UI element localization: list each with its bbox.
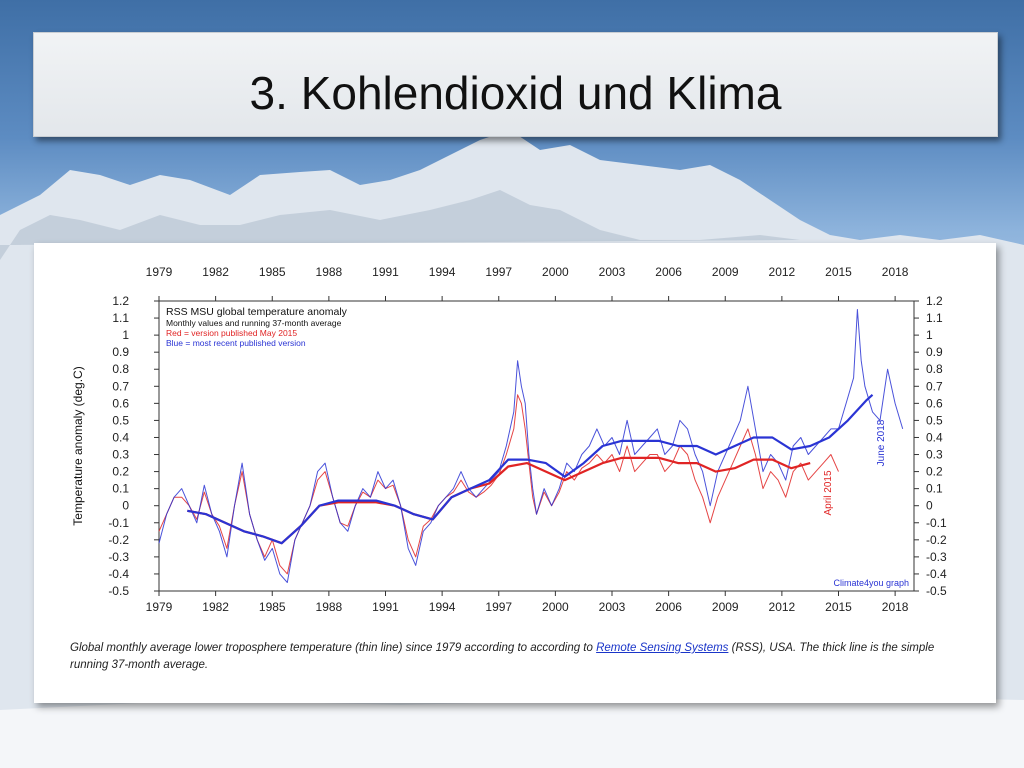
y-tick-label-left: 0.9 bbox=[112, 345, 129, 359]
chart-title: RSS MSU global temperature anomaly bbox=[166, 306, 348, 318]
legend-line-red: Red = version published May 2015 bbox=[166, 328, 297, 338]
x-tick-label-top: 2009 bbox=[712, 265, 739, 279]
y-tick-label-right: 0.8 bbox=[926, 362, 943, 376]
y-tick-label-right: 1.1 bbox=[926, 311, 943, 325]
y-tick-label-right: 0.5 bbox=[926, 413, 943, 427]
y-tick-label-left: 0 bbox=[122, 499, 129, 513]
y-tick-label-right: -0.3 bbox=[926, 550, 947, 564]
y-tick-label-left: -0.5 bbox=[108, 584, 129, 598]
y-tick-label-left: -0.2 bbox=[108, 533, 129, 547]
x-tick-label-top: 1988 bbox=[316, 265, 343, 279]
x-tick-label-top: 2003 bbox=[599, 265, 626, 279]
y-tick-label-left: 0.4 bbox=[112, 430, 129, 444]
x-tick-label-bottom: 1982 bbox=[202, 600, 229, 614]
y-tick-label-left: 1.2 bbox=[112, 294, 129, 308]
y-tick-label-left: 0.3 bbox=[112, 448, 129, 462]
y-tick-label-left: 0.1 bbox=[112, 482, 129, 496]
plot-frame bbox=[158, 300, 915, 592]
y-tick-label-left: -0.1 bbox=[108, 516, 129, 530]
series-monthly-line bbox=[158, 394, 839, 575]
chart-caption: Global monthly average lower troposphere… bbox=[70, 640, 970, 674]
y-tick-label-right: -0.4 bbox=[926, 567, 947, 581]
y-tick-label-right: 0.7 bbox=[926, 379, 943, 393]
caption-text-start: Global monthly average lower troposphere… bbox=[70, 642, 597, 654]
y-tick-label-right: 1.2 bbox=[926, 294, 943, 308]
mountain-shadow bbox=[0, 190, 800, 260]
x-tick-label-bottom: 2015 bbox=[825, 600, 852, 614]
x-tick-label-bottom: 1991 bbox=[372, 600, 399, 614]
y-tick-label-right: 1 bbox=[926, 328, 933, 342]
x-tick-label-top: 1997 bbox=[485, 265, 512, 279]
y-tick-label-right: 0.9 bbox=[926, 345, 943, 359]
y-tick-label-left: 0.2 bbox=[112, 465, 129, 479]
x-tick-label-top: 1982 bbox=[202, 265, 229, 279]
y-tick-label-right: -0.5 bbox=[926, 584, 947, 598]
chart-credit: Climate4you graph bbox=[833, 578, 909, 588]
y-tick-label-right: 0.1 bbox=[926, 482, 943, 496]
x-tick-label-top: 2000 bbox=[542, 265, 569, 279]
annotation-blue-version: June 2018 bbox=[876, 419, 887, 466]
foreground-snow bbox=[0, 695, 1024, 768]
x-tick-label-top: 2015 bbox=[825, 265, 852, 279]
series-monthly-line bbox=[158, 309, 904, 583]
caption-text-end: (RSS), USA. The thick line is the simple… bbox=[70, 642, 935, 671]
chart-card: 1979 1979 1982 1982 1985 1985 1988 1988 1991 1991… bbox=[34, 243, 996, 703]
x-tick-label-bottom: 1997 bbox=[485, 600, 512, 614]
rss-link[interactable]: Remote Sensing Systems bbox=[596, 642, 729, 654]
y-tick-label-right: 0.3 bbox=[926, 448, 943, 462]
title-box: 3. Kohlendioxid und Klima bbox=[33, 32, 998, 137]
y-tick-label-right: 0 bbox=[926, 499, 933, 513]
y-tick-label-right: 0.4 bbox=[926, 430, 943, 444]
y-tick-label-left: 0.5 bbox=[112, 413, 129, 427]
x-tick-label-bottom: 2006 bbox=[655, 600, 682, 614]
x-tick-label-bottom: 1988 bbox=[316, 600, 343, 614]
x-tick-label-bottom: 2003 bbox=[599, 600, 626, 614]
legend-line-1: Monthly values and running 37-month aver… bbox=[166, 318, 342, 328]
x-tick-label-top: 2018 bbox=[882, 265, 909, 279]
x-tick-label-top: 2006 bbox=[655, 265, 682, 279]
y-tick-label-left: 1 bbox=[122, 328, 129, 342]
y-tick-label-left: 0.8 bbox=[112, 362, 129, 376]
annotation-red-version: April 2015 bbox=[823, 470, 834, 515]
y-tick-label-right: 0.6 bbox=[926, 396, 943, 410]
legend-line-blue: Blue = most recent published version bbox=[166, 338, 306, 348]
x-tick-label-bottom: 2018 bbox=[882, 600, 909, 614]
y-tick-label-left: 1.1 bbox=[112, 311, 129, 325]
y-tick-label-right: 0.2 bbox=[926, 465, 943, 479]
series-running-average-line bbox=[187, 393, 874, 545]
y-tick-label-left: 0.7 bbox=[112, 379, 129, 393]
x-tick-label-bottom: 1985 bbox=[259, 600, 286, 614]
x-tick-label-bottom: 1979 bbox=[146, 600, 173, 614]
x-tick-label-bottom: 1994 bbox=[429, 600, 456, 614]
x-tick-label-bottom: 2000 bbox=[542, 600, 569, 614]
x-tick-label-bottom: 2012 bbox=[769, 600, 796, 614]
x-tick-label-top: 1985 bbox=[259, 265, 286, 279]
y-axis-label: Temperature anomaly (deg.C) bbox=[71, 366, 85, 525]
slide-title: 3. Kohlendioxid und Klima bbox=[249, 67, 782, 119]
y-tick-label-left: 0.6 bbox=[112, 396, 129, 410]
y-tick-label-right: -0.1 bbox=[926, 516, 947, 530]
x-tick-label-bottom: 2009 bbox=[712, 600, 739, 614]
x-tick-label-top: 1991 bbox=[372, 265, 399, 279]
x-tick-label-top: 1979 bbox=[146, 265, 173, 279]
y-tick-label-right: -0.2 bbox=[926, 533, 947, 547]
temperature-chart: 1979 1979 1982 1982 1985 1985 1988 1988 1991 1991… bbox=[71, 265, 947, 614]
x-tick-label-top: 2012 bbox=[769, 265, 796, 279]
y-tick-label-left: -0.4 bbox=[108, 567, 129, 581]
x-tick-label-top: 1994 bbox=[429, 265, 456, 279]
y-tick-label-left: -0.3 bbox=[108, 550, 129, 564]
